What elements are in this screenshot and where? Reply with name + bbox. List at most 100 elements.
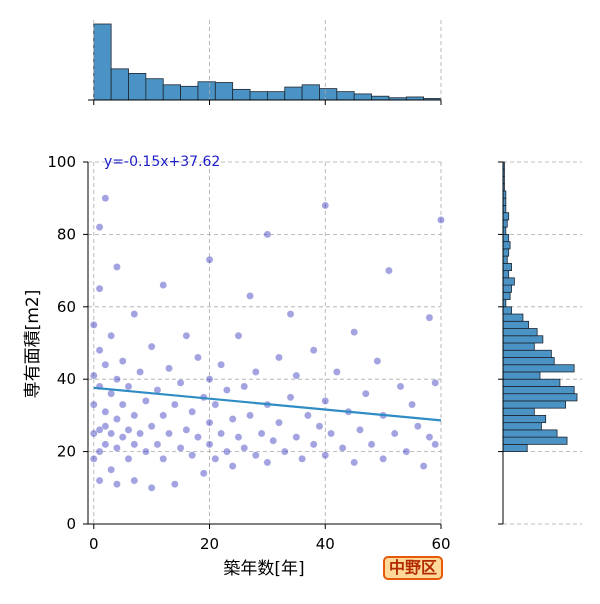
scatter-point — [113, 415, 121, 423]
right-hist-bar — [502, 241, 511, 250]
scatter-point — [275, 353, 283, 362]
right-hist-bar — [502, 429, 558, 438]
scatter-point — [263, 230, 272, 239]
top-hist-bar — [301, 84, 320, 101]
top-hist-bar — [162, 84, 181, 101]
scatter-point — [292, 371, 301, 380]
scatter-point — [367, 440, 376, 449]
scatter-point — [292, 433, 301, 441]
scatter-point — [199, 469, 208, 478]
x-tick-label: 60 — [431, 535, 450, 553]
y-tick-label: 100 — [47, 153, 76, 171]
scatter-point — [136, 368, 144, 376]
y-axis-label: 専有面積[m2] — [23, 290, 43, 399]
scatter-point — [263, 458, 272, 467]
scatter-point — [211, 400, 220, 409]
main-grid — [88, 161, 442, 525]
scatter-point — [402, 447, 411, 456]
right-hist-bar — [502, 270, 510, 279]
scatter-point — [309, 346, 318, 355]
scatter-point — [107, 429, 115, 438]
scatter-point — [101, 440, 110, 449]
scatter-point — [246, 411, 254, 420]
right-hist-bar — [502, 212, 510, 221]
right-hist-bar — [502, 414, 547, 424]
scatter-point — [182, 426, 191, 434]
right-histogram — [498, 161, 582, 525]
scatter-point — [130, 476, 139, 485]
scatter-point — [188, 451, 197, 460]
top-hist-bar — [214, 82, 234, 101]
scatter-point — [194, 433, 202, 441]
scatter-point — [188, 407, 197, 416]
scatter-point — [315, 422, 324, 431]
scatter-point — [205, 418, 214, 427]
right-hist-bar — [502, 386, 575, 395]
right-hist-bar — [502, 335, 544, 344]
scatter-point — [159, 411, 168, 420]
scatter-point — [298, 454, 306, 463]
scatter-point — [321, 451, 330, 460]
top-hist-bar — [180, 85, 199, 101]
scatter-point — [147, 483, 156, 492]
scatter-point — [309, 440, 318, 449]
scatter-point — [118, 357, 127, 365]
scatter-point — [390, 429, 399, 438]
scatter-point — [373, 357, 382, 365]
scatter-point — [228, 462, 237, 470]
scatter-point — [228, 415, 237, 423]
right-hist-bar — [502, 320, 530, 329]
y-tick-label: 40 — [57, 370, 76, 388]
right-hist-bar — [502, 364, 575, 373]
scatter-point — [165, 364, 173, 373]
y-tick-label: 80 — [57, 225, 76, 243]
scatter-point — [327, 429, 335, 438]
scatter-point — [269, 436, 278, 445]
right-hist-bar — [502, 248, 510, 257]
top-hist-bar — [93, 23, 112, 101]
scatter-point — [356, 426, 364, 434]
scatter-point — [217, 429, 225, 438]
scatter-point — [147, 342, 156, 351]
scatter-point — [205, 440, 214, 449]
scatter-point — [385, 266, 393, 275]
scatter-point — [142, 397, 150, 405]
scatter-point — [159, 454, 168, 463]
right-hist-bar — [502, 328, 538, 337]
scatter-point — [101, 194, 110, 203]
scatter-point — [246, 292, 254, 300]
scatter-point — [286, 310, 295, 318]
scatter-point — [101, 407, 110, 416]
right-hist-bar — [502, 443, 528, 452]
scatter-point — [419, 462, 428, 470]
top-hist-bar — [110, 68, 129, 101]
top-hist-bar — [284, 86, 303, 101]
scatter-point — [414, 422, 422, 431]
scatter-point — [379, 454, 387, 463]
scatter-point — [350, 458, 359, 467]
scatter-point — [89, 454, 98, 463]
regression-line — [93, 386, 442, 422]
right-hist-bar — [502, 436, 568, 445]
right-hist-bar — [502, 291, 511, 300]
right-hist-bar — [502, 313, 524, 322]
scatter-point — [286, 393, 295, 402]
scatter-point — [107, 389, 115, 398]
scatter-point — [89, 371, 98, 380]
scatter-point — [142, 447, 150, 456]
x-tick-label: 40 — [316, 535, 335, 553]
right-hist-bar — [502, 371, 541, 380]
scatter-point — [170, 480, 179, 489]
top-hist-bar — [145, 78, 164, 101]
scatter-point — [147, 422, 156, 431]
x-tick-label: 0 — [89, 535, 99, 553]
scatter-point — [95, 223, 104, 232]
scatter-point — [304, 411, 312, 420]
scatter-point — [431, 440, 440, 449]
right-hist-bar — [502, 357, 555, 366]
scatter-point — [170, 400, 179, 409]
scatter-point — [437, 216, 445, 224]
scatter-point — [217, 360, 225, 369]
